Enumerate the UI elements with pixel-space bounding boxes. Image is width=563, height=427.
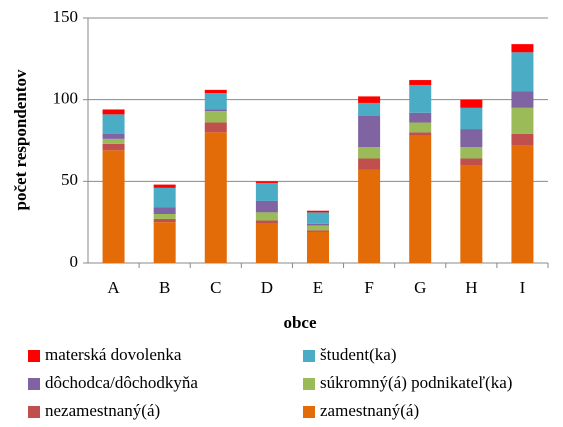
bar-segment bbox=[460, 107, 483, 130]
bar-segment bbox=[409, 80, 432, 85]
bar-segment bbox=[204, 93, 227, 110]
bar-segment bbox=[204, 111, 227, 123]
bar-segment bbox=[460, 147, 483, 159]
bar-segment bbox=[255, 223, 278, 263]
x-tick-label: C bbox=[210, 278, 221, 297]
x-axis-label: obce bbox=[283, 313, 317, 332]
bar-segment bbox=[358, 147, 381, 159]
legend-label: materská dovolenka bbox=[45, 345, 182, 364]
bar-segment bbox=[153, 214, 176, 219]
x-tick-label: E bbox=[313, 278, 323, 297]
legend-swatch bbox=[28, 378, 40, 390]
bar-segment bbox=[204, 132, 227, 263]
bar-segment bbox=[255, 220, 278, 224]
bar-segment bbox=[153, 222, 176, 263]
legend-label: študent(ka) bbox=[320, 345, 396, 364]
x-tick-label: D bbox=[261, 278, 273, 297]
bar-segment bbox=[102, 109, 125, 115]
bar-segment bbox=[307, 231, 329, 263]
bar-segment bbox=[511, 52, 534, 92]
bar-segment bbox=[460, 129, 483, 148]
legend-label: nezamestnaný(á) bbox=[45, 401, 160, 420]
x-tick-label: A bbox=[107, 278, 120, 297]
bar-segment bbox=[460, 99, 483, 108]
bar-segment bbox=[102, 143, 125, 151]
bar-segment bbox=[255, 200, 278, 213]
bar-segment bbox=[153, 184, 176, 188]
legend-swatch bbox=[303, 406, 315, 418]
legend-label: súkromný(á) podnikateľ(ka) bbox=[320, 373, 512, 392]
bar-segment bbox=[204, 109, 227, 112]
y-axis-label: počet respondentov bbox=[11, 69, 30, 210]
bar-segment bbox=[460, 158, 483, 165]
bar-segment bbox=[460, 165, 483, 263]
x-tick-label: F bbox=[364, 278, 373, 297]
bar-segment bbox=[102, 138, 125, 144]
bar-segment bbox=[255, 182, 278, 201]
bar-segment bbox=[409, 112, 432, 123]
bar-segment bbox=[409, 84, 432, 113]
bar-segment bbox=[358, 96, 381, 103]
y-tick-label: 150 bbox=[53, 7, 79, 26]
bar-segment bbox=[511, 145, 534, 263]
x-tick-label: I bbox=[520, 278, 526, 297]
y-tick-label: 100 bbox=[53, 89, 79, 108]
bar-segment bbox=[358, 169, 381, 263]
legend-swatch bbox=[303, 350, 315, 362]
bar-segment bbox=[307, 230, 329, 232]
bar-segment bbox=[307, 210, 329, 213]
bar-segment bbox=[307, 225, 329, 231]
y-tick-label: 0 bbox=[70, 252, 79, 271]
bar-segment bbox=[307, 223, 329, 226]
bar-segment bbox=[358, 102, 381, 116]
bar-segment bbox=[358, 158, 381, 170]
bar-segment bbox=[204, 122, 227, 133]
x-tick-label: G bbox=[414, 278, 426, 297]
bar-segment bbox=[102, 133, 125, 139]
bar-segment bbox=[255, 181, 278, 183]
bar-segment bbox=[511, 133, 534, 146]
bar-segment bbox=[153, 187, 176, 208]
bar-segment bbox=[358, 116, 381, 148]
legend-label: zamestnaný(á) bbox=[320, 401, 419, 420]
legend-swatch bbox=[28, 406, 40, 418]
bar-segment bbox=[204, 89, 227, 94]
bar-segment bbox=[153, 218, 176, 223]
bar-segment bbox=[102, 114, 125, 134]
legend-label: dôchodca/dôchodkyňa bbox=[45, 373, 198, 392]
legend-swatch bbox=[28, 350, 40, 362]
bar-segment bbox=[255, 212, 278, 221]
bar-segment bbox=[409, 122, 432, 133]
bar-segment bbox=[102, 150, 125, 263]
x-tick-label: H bbox=[465, 278, 477, 297]
bar-segment bbox=[409, 132, 432, 136]
x-tick-label: B bbox=[159, 278, 170, 297]
bar-segment bbox=[307, 212, 329, 224]
y-tick-label: 50 bbox=[61, 170, 78, 189]
bar-segment bbox=[409, 135, 432, 263]
bar-segment bbox=[153, 207, 176, 214]
bar-segment bbox=[511, 107, 534, 134]
bar-segment bbox=[511, 44, 534, 53]
legend-swatch bbox=[303, 378, 315, 390]
bar-segment bbox=[511, 91, 534, 108]
